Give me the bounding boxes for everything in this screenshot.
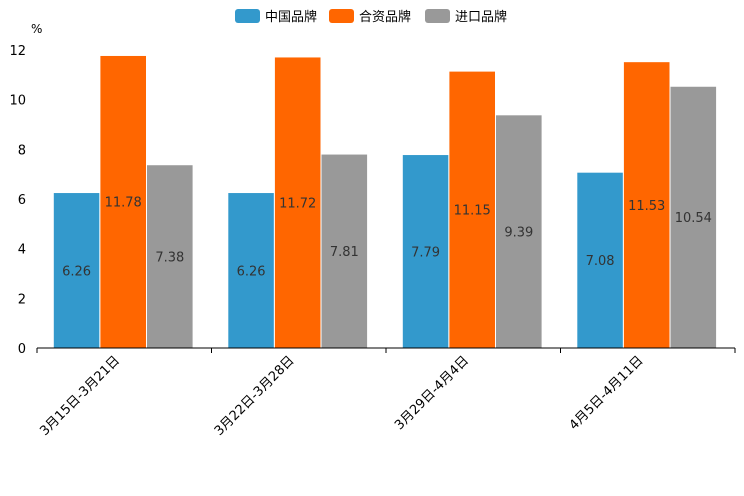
y-tick-label: 2 [18, 292, 26, 307]
x-tick-label: 3月15日-3月21日 [37, 353, 123, 439]
bar[interactable] [320, 153, 369, 349]
legend-swatch [329, 9, 354, 23]
bar[interactable] [52, 192, 101, 349]
bar[interactable] [448, 70, 496, 349]
bar-series: 6.26 11.78 7.38 6.26 11.72 7.81 7.79 11.15 9.39 7… [52, 54, 718, 349]
legend-label: 合资品牌 [359, 9, 411, 25]
legend: 中国品牌 合资品牌 进口品牌 [235, 9, 507, 25]
x-tick-label: 3月22日-3月28日 [212, 353, 298, 439]
bar-data-label: 7.81 [330, 245, 359, 260]
bar[interactable] [669, 85, 718, 349]
y-tick-label: 12 [9, 44, 26, 59]
x-tick-label: 4月5日-4月11日 [567, 353, 647, 433]
y-tick-label: 8 [18, 143, 26, 158]
bar-data-label: 7.38 [155, 250, 184, 265]
legend-label: 进口品牌 [455, 9, 507, 25]
bar[interactable] [99, 54, 147, 349]
bar-data-label: 7.08 [586, 254, 615, 269]
bar[interactable] [576, 171, 624, 349]
y-axis: 0 2 4 6 8 10 12 [9, 44, 26, 357]
bar-data-label: 11.15 [454, 204, 491, 219]
bar[interactable] [146, 164, 194, 349]
bar-data-label: 11.72 [279, 196, 316, 211]
y-tick-label: 0 [18, 342, 26, 357]
y-tick-label: 4 [18, 243, 26, 258]
bar-data-label: 6.26 [62, 264, 91, 279]
y-tick-label: 6 [18, 193, 26, 208]
legend-item[interactable]: 中国品牌 [235, 9, 317, 25]
bar[interactable] [273, 56, 322, 349]
legend-item[interactable]: 合资品牌 [329, 9, 411, 25]
bar-data-label: 6.26 [237, 264, 266, 279]
legend-label: 中国品牌 [265, 9, 317, 25]
bar-data-label: 9.39 [504, 225, 533, 240]
bar-data-label: 7.79 [411, 245, 440, 260]
y-tick-label: 10 [9, 94, 26, 109]
x-axis: 3月15日-3月21日 3月22日-3月28日 3月29日-4月4日 4月5日-4月1… [36, 347, 736, 439]
legend-swatch [235, 9, 260, 23]
bar-data-label: 10.54 [675, 211, 712, 226]
x-tick-label: 3月29日-4月4日 [392, 353, 472, 433]
legend-item[interactable]: 进口品牌 [425, 9, 507, 25]
bar-data-label: 11.78 [105, 196, 142, 211]
bar-data-label: 11.53 [628, 199, 665, 214]
y-axis-unit-label: % [31, 22, 42, 36]
bar[interactable] [227, 192, 275, 349]
legend-swatch [425, 9, 450, 23]
